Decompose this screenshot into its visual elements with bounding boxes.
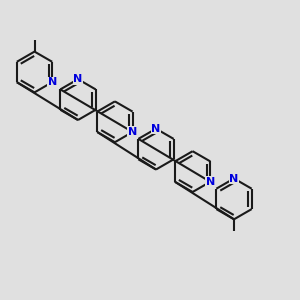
- Text: N: N: [206, 177, 215, 187]
- Text: N: N: [128, 127, 137, 137]
- Text: N: N: [152, 124, 160, 134]
- Text: N: N: [47, 77, 57, 87]
- Text: N: N: [230, 173, 238, 184]
- Text: N: N: [74, 74, 82, 84]
